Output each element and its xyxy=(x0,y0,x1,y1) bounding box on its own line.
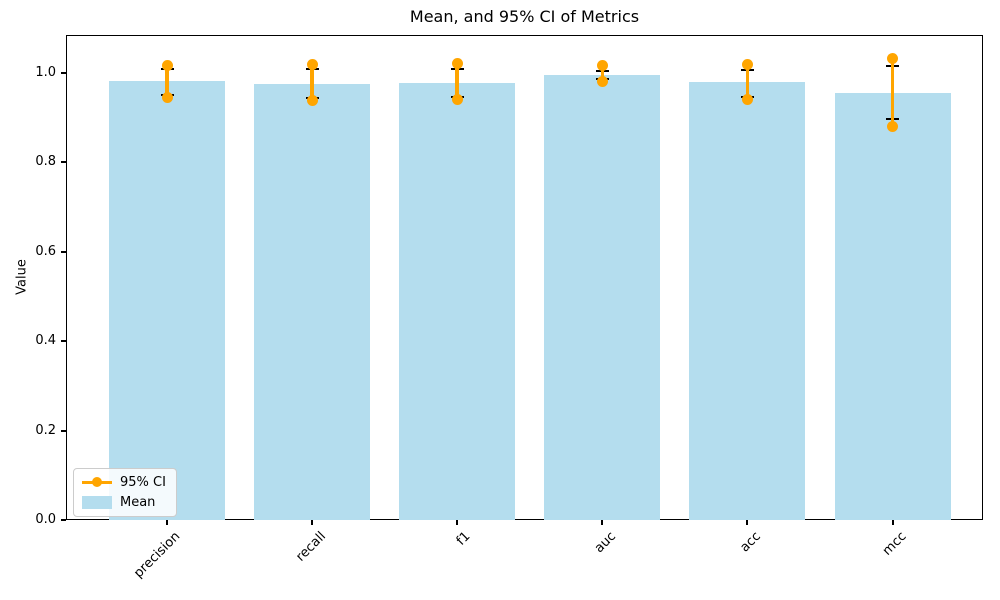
x-tick-label-recall: recall xyxy=(293,529,329,565)
ci-line-marker-icon xyxy=(82,477,112,488)
x-tick-label-auc: auc xyxy=(591,529,619,557)
bar-acc xyxy=(689,81,806,520)
ci-dot-upper-auc xyxy=(596,60,608,72)
bar-auc xyxy=(544,74,661,520)
x-tick-label-f1: f1 xyxy=(454,529,474,549)
ci-line-mcc xyxy=(890,58,895,127)
ci-dot-upper-recall xyxy=(306,59,318,71)
ci-line-acc xyxy=(745,64,750,100)
ci-dot-upper-acc xyxy=(741,59,753,71)
ci-line-recall xyxy=(310,64,314,101)
x-tick-f1 xyxy=(456,520,459,525)
x-tick-label-precision: precision xyxy=(131,529,184,582)
x-tick-recall xyxy=(311,520,314,525)
y-tick-label-0.6: 0.6 xyxy=(35,243,56,259)
ci-dot-upper-f1 xyxy=(451,58,463,70)
bar-mcc xyxy=(834,93,951,520)
x-tick-label-acc: acc xyxy=(737,529,765,556)
y-tick-1.0 xyxy=(61,71,66,74)
y-tick-0.0 xyxy=(61,519,66,521)
legend: 95% CI Mean xyxy=(73,468,177,517)
y-axis-label: Value xyxy=(14,259,30,295)
ci-dot-lower-mcc xyxy=(887,121,898,133)
ci-dot-upper-mcc xyxy=(887,52,898,64)
ci-dot-upper-precision xyxy=(161,60,173,72)
bar-recall xyxy=(254,83,371,520)
chart-title: Mean, and 95% CI of Metrics xyxy=(409,7,640,26)
mean-swatch-icon xyxy=(82,496,112,509)
y-tick-0.2 xyxy=(61,429,66,432)
ci-line-f1 xyxy=(455,63,459,100)
bar-f1 xyxy=(399,83,516,520)
ci-dot-lower-acc xyxy=(741,93,753,105)
ci-line-precision xyxy=(165,65,169,98)
y-tick-0.4 xyxy=(61,340,66,343)
y-tick-label-0.8: 0.8 xyxy=(35,154,56,170)
y-tick-label-0.2: 0.2 xyxy=(35,422,56,438)
x-tick-precision xyxy=(166,520,168,525)
legend-entry-mean: Mean xyxy=(82,495,166,510)
legend-entry-ci: 95% CI xyxy=(82,475,166,490)
y-tick-label-0.0: 0.0 xyxy=(35,512,56,527)
legend-label-ci: 95% CI xyxy=(120,475,166,490)
ci-dot-lower-auc xyxy=(596,75,608,87)
x-tick-mcc xyxy=(891,520,894,525)
y-tick-label-0.4: 0.4 xyxy=(35,333,56,349)
y-tick-label-1.0: 1.0 xyxy=(35,64,56,80)
y-tick-0.6 xyxy=(61,250,66,253)
ci-dot-lower-f1 xyxy=(451,94,463,106)
ci-line-auc xyxy=(600,65,605,82)
x-tick-label-mcc: mcc xyxy=(879,529,910,559)
bar-precision xyxy=(109,80,225,520)
ci-dot-lower-precision xyxy=(161,91,173,103)
x-tick-auc xyxy=(601,520,604,525)
ci-dot-lower-recall xyxy=(306,95,318,107)
legend-label-mean: Mean xyxy=(120,495,156,510)
x-tick-acc xyxy=(746,520,749,525)
y-tick-0.8 xyxy=(61,161,66,164)
